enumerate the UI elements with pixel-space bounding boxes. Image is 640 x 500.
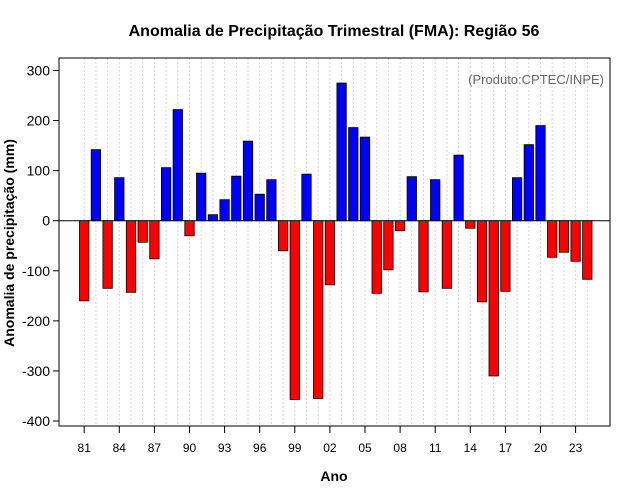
bar-1991 <box>196 172 207 222</box>
bar-2016 <box>488 220 499 377</box>
grid-lines <box>83 58 588 426</box>
y-axis: -400 -300 -200 -100 0 100 200 300 <box>22 63 59 429</box>
bar-2020 <box>535 125 546 222</box>
bar-2013 <box>453 154 464 222</box>
bar-1996 <box>254 193 265 222</box>
x-tick-label: 05 <box>358 441 372 455</box>
x-tick-label: 14 <box>464 441 478 455</box>
bar-2014 <box>465 220 476 229</box>
x-axis-label: Ano <box>320 468 347 484</box>
bar-2007 <box>383 220 394 271</box>
bar-1987 <box>149 220 160 260</box>
x-tick-label: 96 <box>253 441 267 455</box>
bar-2011 <box>430 179 441 222</box>
bar-2000 <box>301 173 312 222</box>
bar-2008 <box>394 220 406 232</box>
plot-frame <box>58 57 611 427</box>
y-tick-label: 200 <box>27 113 51 129</box>
product-credit: (Produto:CPTEC/INPE) <box>468 72 604 87</box>
bar-2009 <box>406 176 417 222</box>
bar-2005 <box>359 136 371 222</box>
y-tick-label: -100 <box>22 263 50 279</box>
bar-1982 <box>90 149 101 222</box>
bar-2002 <box>324 220 336 286</box>
y-tick-label: -300 <box>22 363 50 379</box>
y-tick-label: 300 <box>27 63 51 79</box>
bar-2023 <box>570 220 581 262</box>
x-tick-label: 08 <box>393 441 407 455</box>
y-tick-label: -400 <box>22 413 50 429</box>
x-tick-label: 84 <box>113 441 127 455</box>
bar-2012 <box>441 220 453 289</box>
bar-2006 <box>371 220 382 294</box>
bar-1994 <box>231 175 242 222</box>
bar-1992 <box>207 214 218 222</box>
bar-2015 <box>476 220 488 303</box>
bar-2001 <box>313 220 324 399</box>
x-tick-label: 99 <box>288 441 302 455</box>
bar-1986 <box>137 220 148 243</box>
x-tick-label: 11 <box>429 441 442 455</box>
y-tick-label: 100 <box>27 163 51 179</box>
bar-2017 <box>500 220 511 292</box>
bar-2019 <box>523 144 534 222</box>
bar-1998 <box>277 220 289 252</box>
bar-2004 <box>348 127 359 222</box>
x-tick-label: 20 <box>534 441 548 455</box>
bar-2018 <box>512 177 523 222</box>
bar-1983 <box>102 220 113 289</box>
bar-1985 <box>125 220 137 293</box>
bar-2024 <box>582 220 593 280</box>
x-tick-label: 17 <box>499 441 513 455</box>
x-tick-label: 23 <box>569 441 583 455</box>
bar-2010 <box>418 220 429 293</box>
bar-2022 <box>558 220 570 253</box>
bar-1993 <box>219 199 230 222</box>
y-axis-label: Anomalia de precipitação (mm) <box>1 139 17 347</box>
bar-1997 <box>266 179 277 222</box>
bar-2003 <box>336 82 347 222</box>
bar-1990 <box>184 220 195 237</box>
y-tick-label: -200 <box>22 313 50 329</box>
bar-1981 <box>79 220 90 302</box>
y-tick-label: 0 <box>42 213 50 229</box>
x-tick-label: 87 <box>148 441 162 455</box>
x-tick-label: 81 <box>78 441 92 455</box>
x-tick-label: 93 <box>218 441 232 455</box>
bar-1988 <box>160 167 172 222</box>
bar-1999 <box>289 220 300 400</box>
bars <box>79 82 593 400</box>
x-tick-label: 90 <box>183 441 197 455</box>
x-tick-label: 02 <box>323 441 337 455</box>
chart-title: Anomalia de Precipitação Trimestral (FMA… <box>129 23 540 40</box>
bar-1989 <box>172 109 183 222</box>
bar-1984 <box>114 177 125 222</box>
x-axis: 81 84 87 90 93 96 99 02 05 08 11 14 17 20 23 <box>78 426 583 455</box>
bar-2021 <box>547 220 558 258</box>
bar-1995 <box>242 140 254 222</box>
